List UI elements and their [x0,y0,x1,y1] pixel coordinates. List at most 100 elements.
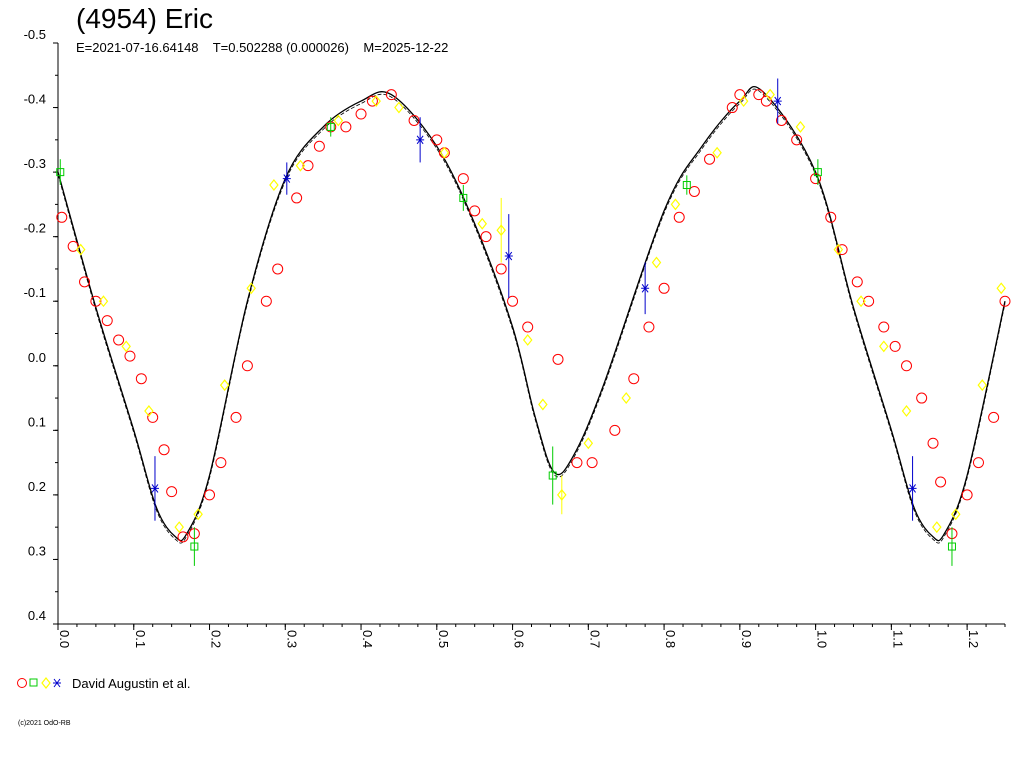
x-tick-label: 0.6 [512,630,527,648]
circle-point [658,282,670,294]
diamond-point [932,521,942,534]
y-tick-label: -0.1 [24,285,46,300]
y-tick-label: -0.2 [24,221,46,236]
circle-point [215,457,227,469]
diamond-point [394,101,404,114]
circle-point [825,211,837,223]
diamond-point [670,198,681,211]
y-tick-label: 0.0 [28,350,46,365]
circle-point [609,424,621,436]
diamond-point [144,405,154,417]
circle-point [704,153,716,165]
diamond-point [795,120,806,133]
circle-point [673,211,685,223]
circle-point [302,160,314,172]
circle-point [507,295,519,307]
circle-point [760,95,772,107]
square-point [813,168,822,177]
diamond-point [765,88,775,101]
circle-point [851,276,863,288]
diamond-point [996,282,1006,295]
circle-point [272,263,284,275]
chart-title: (4954) Eric [76,3,213,34]
circle-point [67,240,79,252]
diamond-point [712,146,722,159]
circle-point [101,315,113,327]
circle-point [810,173,822,185]
circle-point [972,457,984,469]
plot-axes: -0.5 -0.4 -0.3 -0.2 -0.1 0.0 0.1 0.2 0.3 0.4 0.0 0.… [24,27,1006,648]
star-point [908,484,917,493]
diamond-point [246,282,256,295]
circle-point [628,373,640,385]
square-point [326,122,335,131]
diamond-point [75,243,86,256]
circle-point [643,321,655,333]
diamond-point [496,224,506,237]
diamond-point [879,340,889,353]
circle-point [791,134,803,146]
circle-point [961,489,973,501]
diamond-point [651,256,662,269]
circle-point [230,411,242,423]
circle-point [753,89,765,101]
x-tick-label: 1.1 [890,630,905,648]
circle-point [586,457,598,469]
diamond-point [439,146,450,159]
diamond-point [295,159,306,172]
circle-point [260,295,272,307]
circle-point [836,244,848,256]
diamond-point [538,398,548,411]
circle-point [241,360,253,372]
square-point [56,168,65,177]
circle-point [457,173,469,185]
legend-star-marker [53,678,61,688]
circle-point [776,114,788,126]
diamond-point [219,379,230,392]
x-tick-label: 0.0 [57,630,72,648]
circle-point [147,411,159,423]
square-point [459,193,468,202]
star-point [150,484,159,493]
circle-point [901,360,913,372]
diamond-point [333,114,344,127]
diamond-point [621,392,631,405]
circle-point [124,350,136,362]
star-point [641,284,650,293]
circle-point [313,140,325,152]
circle-point [385,89,397,101]
data-points-layer [56,78,1011,566]
y-tick-label: 0.2 [28,479,46,494]
circle-point [166,486,178,498]
circle-point [734,89,746,101]
y-tick-label: 0.1 [28,414,46,429]
circle-point [366,95,378,107]
x-tick-label: 1.0 [815,630,830,648]
diamond-point [174,521,184,534]
circle-point [158,444,170,456]
circle-point [90,295,102,307]
circle-point [552,353,564,365]
square-point [190,542,199,551]
fit-curve [57,86,1006,542]
circle-point [495,263,507,275]
circle-point [340,121,352,133]
circle-point [431,134,443,146]
diamond-point [522,333,533,346]
square-point [548,471,557,480]
circle-point [408,114,420,126]
fit-curve-layer [57,86,1006,544]
legend: David Augustin et al. [16,674,191,692]
copyright-note: (c)2021 OdO-RB [18,720,71,727]
diamond-point [856,295,866,308]
diamond-point [98,295,109,308]
circle-point [291,192,303,204]
x-tick-label: 0.3 [284,630,299,648]
x-tick-label: 0.5 [436,630,451,648]
legend-markers [17,677,61,689]
circle-point [916,392,928,404]
legend-diamond-marker [41,677,51,689]
circle-point [113,334,125,346]
x-tick-label: 0.2 [209,630,224,648]
